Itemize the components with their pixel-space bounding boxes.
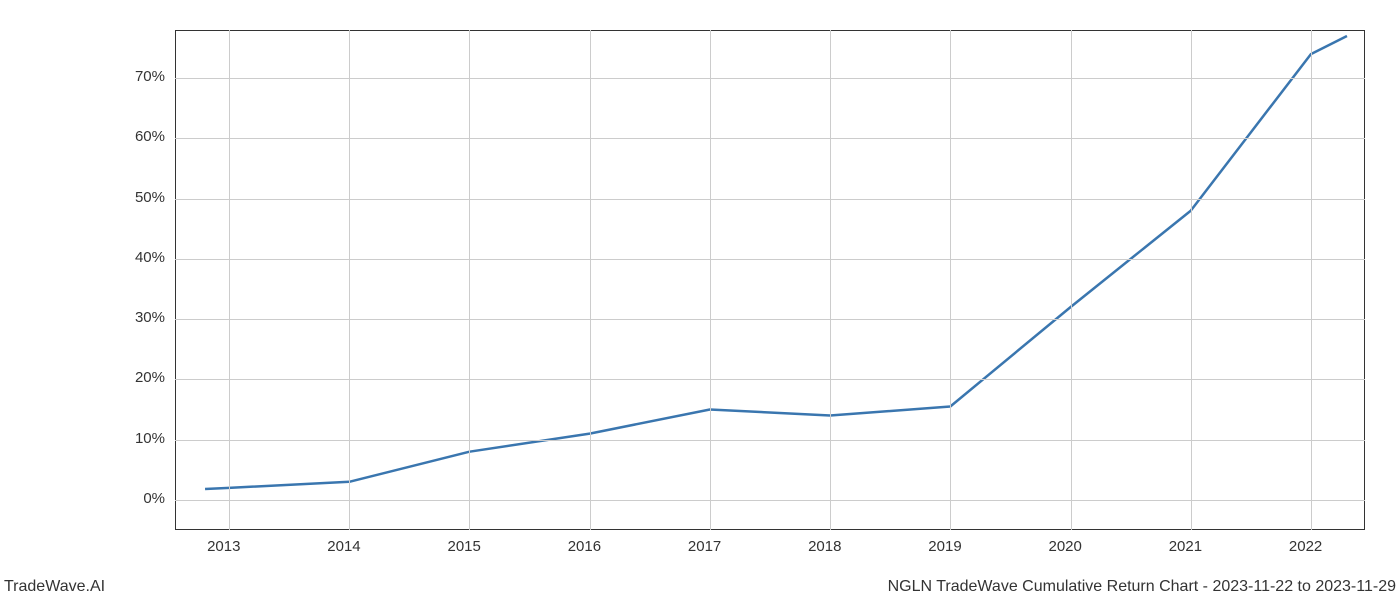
footer-left: TradeWave.AI [4, 578, 105, 596]
grid-line-vertical [469, 30, 470, 530]
footer-right: NGLN TradeWave Cumulative Return Chart -… [888, 578, 1396, 596]
y-tick-label: 70% [135, 68, 165, 85]
grid-line-horizontal [175, 199, 1365, 200]
grid-line-vertical [229, 30, 230, 530]
return-line [205, 36, 1347, 489]
y-tick-label: 0% [143, 490, 165, 507]
grid-line-vertical [1311, 30, 1312, 530]
grid-line-horizontal [175, 319, 1365, 320]
y-tick-label: 60% [135, 128, 165, 145]
grid-line-horizontal [175, 500, 1365, 501]
grid-line-horizontal [175, 138, 1365, 139]
x-tick-label: 2022 [1289, 538, 1322, 555]
cumulative-return-chart: TradeWave.AI NGLN TradeWave Cumulative R… [0, 0, 1400, 600]
x-tick-label: 2013 [207, 538, 240, 555]
y-tick-label: 10% [135, 430, 165, 447]
x-tick-label: 2014 [327, 538, 360, 555]
x-tick-label: 2018 [808, 538, 841, 555]
x-tick-label: 2020 [1049, 538, 1082, 555]
grid-line-vertical [590, 30, 591, 530]
y-tick-label: 30% [135, 309, 165, 326]
grid-line-horizontal [175, 78, 1365, 79]
grid-line-vertical [349, 30, 350, 530]
grid-line-vertical [830, 30, 831, 530]
x-tick-label: 2015 [447, 538, 480, 555]
grid-line-horizontal [175, 379, 1365, 380]
y-tick-label: 20% [135, 369, 165, 386]
y-tick-label: 40% [135, 249, 165, 266]
x-tick-label: 2016 [568, 538, 601, 555]
grid-line-vertical [950, 30, 951, 530]
x-tick-label: 2021 [1169, 538, 1202, 555]
grid-line-horizontal [175, 259, 1365, 260]
x-tick-label: 2019 [928, 538, 961, 555]
grid-line-horizontal [175, 440, 1365, 441]
x-tick-label: 2017 [688, 538, 721, 555]
grid-line-vertical [1191, 30, 1192, 530]
y-tick-label: 50% [135, 189, 165, 206]
grid-line-vertical [710, 30, 711, 530]
grid-line-vertical [1071, 30, 1072, 530]
